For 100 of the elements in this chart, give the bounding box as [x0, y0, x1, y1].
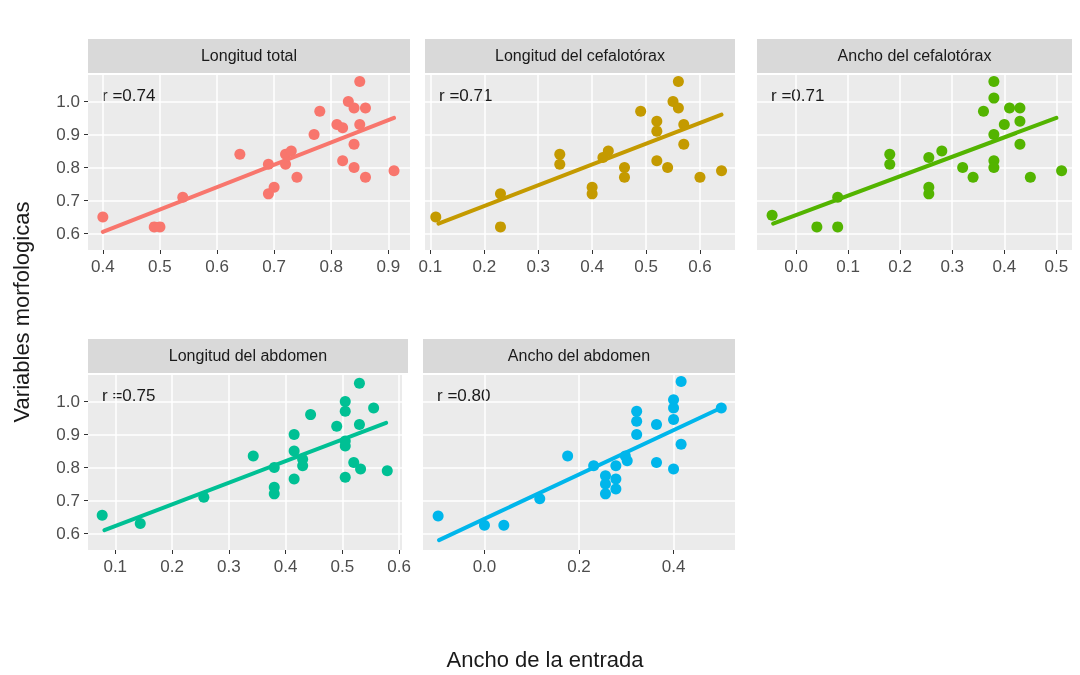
x-tick-label: 0.1: [418, 257, 443, 276]
point: [234, 148, 246, 160]
annotation: r =0.71: [771, 86, 825, 105]
point: [1014, 115, 1026, 127]
point: [381, 465, 393, 477]
point: [766, 209, 778, 221]
point: [988, 92, 1000, 104]
y-tick-label: 0.9: [56, 124, 80, 144]
point: [337, 122, 349, 134]
x-tick-label: 0.3: [217, 557, 241, 576]
x-tick-label: 0.6: [688, 257, 712, 276]
point: [967, 171, 979, 183]
x-tick-label: 0.4: [273, 557, 298, 576]
point: [631, 415, 643, 427]
point: [353, 419, 365, 431]
point: [430, 211, 442, 223]
point: [675, 376, 687, 388]
point: [562, 450, 574, 462]
point: [672, 102, 684, 114]
point: [554, 148, 566, 160]
point: [651, 155, 663, 167]
x-tick-label: 0.5: [1044, 257, 1069, 276]
point: [618, 161, 630, 173]
annotation: r =0.75: [102, 386, 156, 405]
point: [268, 181, 280, 193]
point: [884, 148, 896, 160]
point: [998, 119, 1010, 131]
point: [478, 519, 490, 531]
point: [988, 128, 1000, 140]
y-tick-label: 0.9: [56, 424, 80, 444]
point: [599, 478, 611, 490]
point: [635, 105, 647, 117]
y-tick-label: 0.8: [56, 457, 80, 477]
point: [134, 518, 146, 530]
point: [988, 76, 1000, 88]
point: [602, 145, 614, 157]
point: [668, 414, 680, 426]
x-tick-label: 0.6: [205, 257, 229, 276]
point: [621, 455, 633, 467]
x-tick-label: 0.2: [472, 257, 497, 276]
point: [339, 405, 351, 417]
point: [432, 510, 444, 522]
point: [353, 377, 365, 389]
point: [675, 438, 687, 450]
x-tick-label: 0.4: [580, 257, 604, 276]
x-tick-label: 0.5: [148, 257, 172, 276]
chart-title: Ancho del cefalotórax: [757, 39, 1072, 73]
point: [884, 158, 896, 170]
x-tick-label: 0.2: [567, 557, 591, 576]
x-tick-label: 0.6: [387, 557, 411, 576]
point: [936, 145, 948, 157]
y-tick-label: 0.7: [56, 190, 80, 210]
point: [314, 105, 326, 117]
point: [348, 457, 360, 468]
x-tick-label: 0.8: [319, 257, 344, 276]
x-tick-label: 0.0: [472, 557, 497, 576]
y-tick-label: 1.0: [56, 91, 80, 111]
point: [308, 128, 320, 140]
y-tick-label: 0.6: [56, 523, 80, 543]
x-tick-label: 0.3: [526, 257, 551, 276]
point: [957, 161, 969, 173]
point: [388, 165, 400, 177]
y-tick-label: 0.6: [56, 223, 80, 243]
point: [348, 138, 360, 150]
point: [348, 102, 360, 114]
point: [651, 115, 663, 127]
x-tick-label: 0.1: [103, 557, 128, 576]
point: [618, 171, 630, 183]
point: [498, 519, 510, 531]
point: [288, 445, 300, 457]
point: [339, 395, 351, 407]
point: [354, 119, 366, 131]
point: [331, 420, 343, 432]
x-tick-label: 0.4: [661, 557, 686, 576]
x-tick-label: 0.1: [836, 257, 860, 276]
point: [811, 221, 823, 233]
point: [662, 161, 674, 173]
point: [339, 471, 351, 483]
point: [368, 402, 380, 414]
point: [305, 409, 317, 421]
chart-title: Ancho del abdomen: [423, 339, 735, 373]
point: [288, 473, 300, 485]
point: [97, 211, 109, 223]
y-tick-label: 0.8: [56, 157, 80, 177]
point: [1014, 102, 1026, 114]
point: [354, 76, 366, 88]
x-tick-label: 0.2: [888, 257, 912, 276]
x-tick-label: 0.9: [376, 257, 401, 276]
point: [285, 145, 297, 157]
point: [631, 405, 643, 417]
point: [694, 171, 706, 183]
x-axis-title: Ancho de la entrada: [446, 647, 644, 673]
annotation: r =0.80: [437, 386, 491, 405]
chart-title: Longitud total: [88, 39, 410, 73]
point: [554, 158, 566, 170]
point: [359, 102, 371, 114]
point: [494, 221, 506, 233]
x-tick-label: 0.5: [634, 257, 658, 276]
point: [978, 105, 989, 117]
point: [923, 152, 935, 164]
